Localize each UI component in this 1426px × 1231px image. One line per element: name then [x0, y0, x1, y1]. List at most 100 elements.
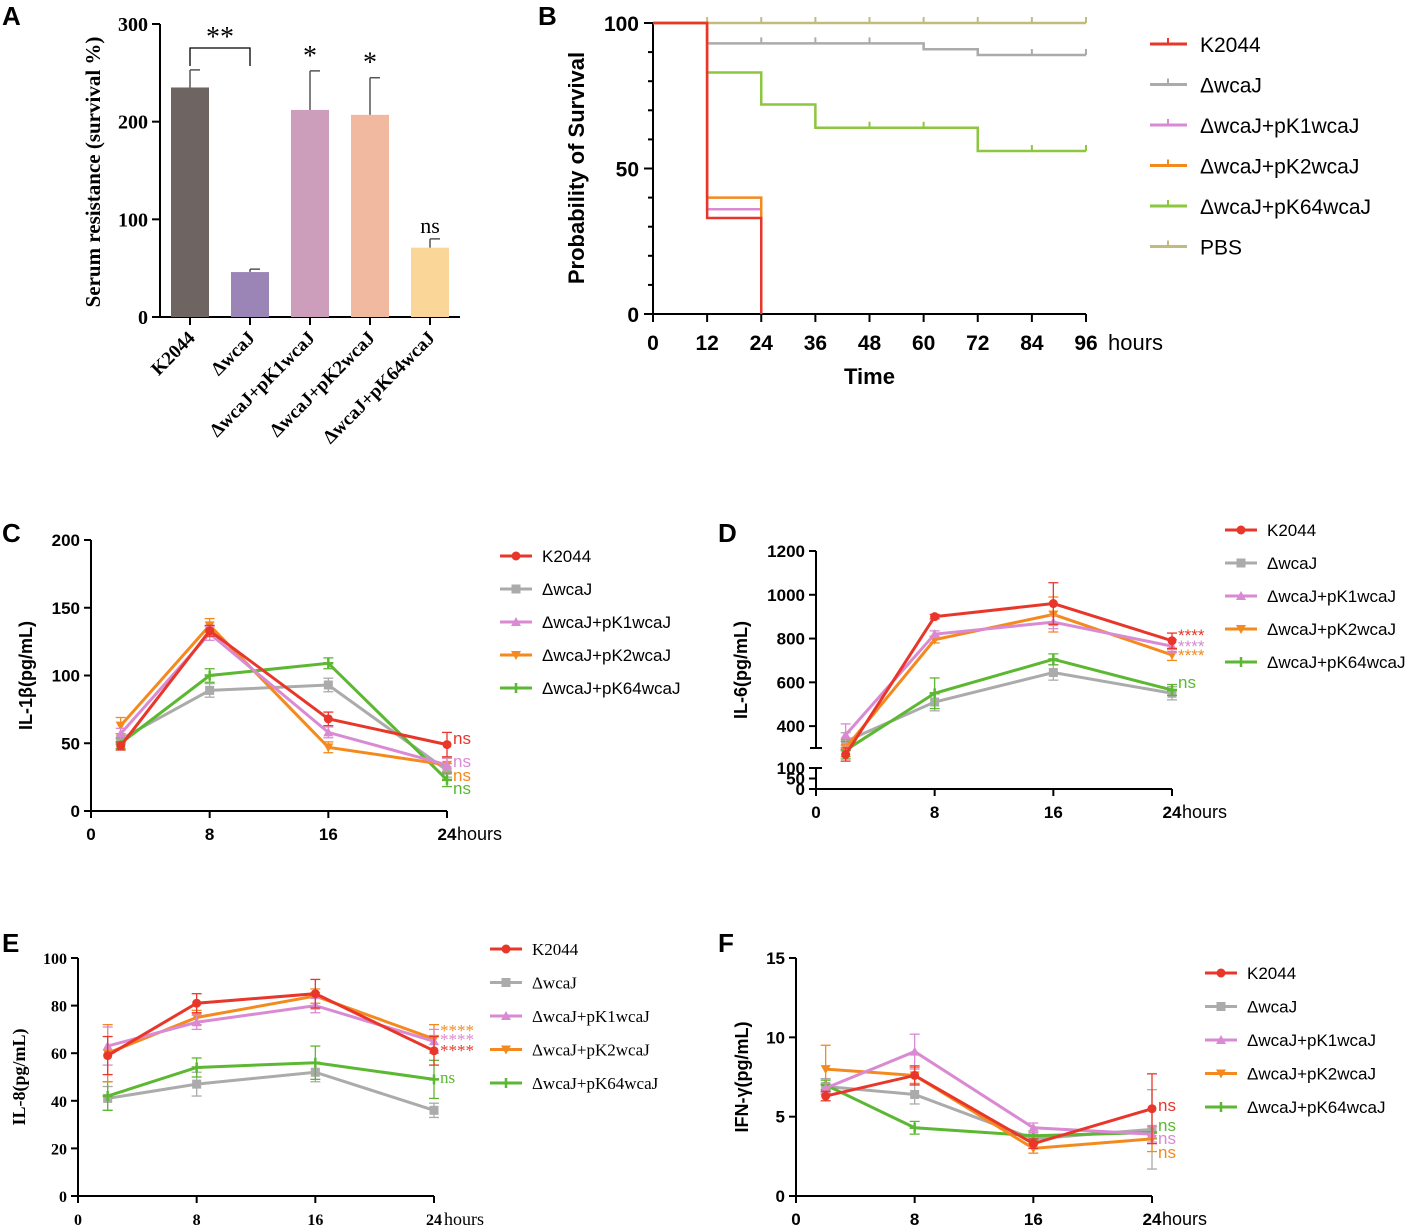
series-line-ΔwcaJ+pK2wcaJ: [119, 623, 448, 767]
legend-label: ΔwcaJ+pK2wcaJ: [1200, 156, 1359, 179]
data-point: [429, 1105, 439, 1115]
x-tick-label: 0: [86, 825, 95, 844]
data-point: [205, 685, 215, 695]
legend-label: ΔwcaJ+pK1wcaJ: [1267, 587, 1396, 606]
legend-marker: [1236, 525, 1246, 535]
y-tick-label: 0: [627, 304, 639, 327]
significance-label: ****: [440, 1030, 474, 1049]
data-point: [442, 759, 452, 769]
y-tick-label: 200: [52, 531, 80, 550]
y-tick-label: 5: [776, 1108, 785, 1127]
data-point: [1028, 1139, 1038, 1149]
x-axis-title: Time: [844, 364, 895, 389]
data-point: [323, 714, 333, 724]
survival-line-K2044: [653, 21, 763, 314]
bar-ΔwcaJ+pK2wcaJ: [351, 114, 389, 317]
legend-marker: [511, 651, 521, 660]
series-line-K2044: [844, 602, 1173, 756]
y-tick-label: 1200: [767, 542, 805, 561]
y-tick-label: 50: [616, 159, 639, 182]
y-axis-title: IL-8(pg/mL): [9, 1028, 30, 1125]
x-axis-unit: hours: [1182, 802, 1227, 822]
data-point: [323, 743, 334, 753]
significance-label: ns: [453, 766, 471, 785]
data-point: [323, 658, 334, 669]
y-axis-title: IL-6(pg/mL): [731, 621, 751, 719]
x-axis-unit: hours: [444, 1209, 484, 1229]
legend-label: ΔwcaJ+pK64wcaJ: [542, 679, 680, 698]
significance-label: ns: [420, 213, 440, 238]
significance-label: ns: [1158, 1129, 1176, 1148]
legend-label: ΔwcaJ+pK2wcaJ: [532, 1041, 650, 1060]
x-tick-label: 8: [910, 1210, 919, 1229]
data-point: [909, 1122, 920, 1133]
panel-e-il8-chart: 0 20 40 60 80 100 0 8 16 24 hours IL-8(pg/mL) ******…: [9, 940, 659, 1229]
legend-marker: [1236, 591, 1246, 600]
data-point: [429, 1074, 439, 1085]
x-tick-label: 24: [1143, 1210, 1162, 1229]
significance-label: ns: [1158, 1143, 1176, 1162]
significance-label: ****: [1178, 626, 1205, 645]
legend-label: ΔwcaJ: [1247, 998, 1297, 1017]
series-line-ΔwcaJ: [107, 1070, 435, 1112]
y-tick-label: 800: [777, 630, 805, 649]
x-tick-label: 0: [791, 1210, 800, 1229]
data-point: [909, 1046, 920, 1056]
data-point: [820, 1083, 831, 1093]
y-tick-label: 0: [71, 802, 80, 821]
y-tick-label: 60: [51, 1046, 67, 1063]
x-tick-label: 72: [966, 332, 989, 355]
significance-label: ns: [453, 779, 471, 798]
significance-label: ****: [440, 1021, 474, 1040]
data-point: [910, 1070, 920, 1080]
x-tick-label: 24: [750, 332, 774, 355]
legend-label: K2044: [542, 547, 591, 566]
data-point: [204, 670, 215, 681]
panel-label-d: D: [718, 518, 737, 548]
legend-marker: [1216, 968, 1226, 978]
significance-label: ns: [453, 729, 471, 748]
legend-label: ΔwcaJ+pK1wcaJ: [532, 1007, 650, 1026]
y-tick-label: 0: [776, 1187, 785, 1206]
x-tick-label: 24: [426, 1212, 442, 1229]
legend-label: ΔwcaJ+pK1wcaJ: [542, 613, 671, 632]
x-tick-label: 0: [647, 332, 659, 355]
y-tick-label: 100: [43, 951, 67, 968]
data-point: [192, 1079, 202, 1089]
significance-label: ns: [1158, 1096, 1176, 1115]
series-line-ΔwcaJ+pK64wcaJ: [107, 1061, 435, 1098]
data-point: [910, 1089, 920, 1099]
legend-label: ΔwcaJ+pK2wcaJ: [542, 646, 671, 665]
data-point: [115, 721, 126, 731]
x-tick-label: 36: [804, 332, 827, 355]
series-line-ΔwcaJ+pK2wcaJ: [825, 1067, 1153, 1150]
legend-label: ΔwcaJ: [1267, 554, 1317, 573]
y-tick-label: 40: [51, 1094, 67, 1111]
data-point: [930, 612, 940, 622]
data-point: [103, 1051, 113, 1061]
series-line-ΔwcaJ+pK1wcaJ: [825, 1049, 1153, 1136]
x-tick-label: 16: [307, 1212, 323, 1229]
significance-label: ns: [440, 1068, 455, 1087]
series-line-K2044: [825, 1073, 1153, 1146]
panel-label-f: F: [718, 928, 734, 958]
y-tick-label: 0: [796, 780, 805, 799]
significance-bracket: [189, 47, 251, 66]
y-tick-label: 200: [118, 112, 148, 134]
data-point: [1147, 1104, 1157, 1114]
data-point: [1028, 1122, 1039, 1132]
x-tick-label: 16: [319, 825, 338, 844]
legend-label: K2044: [1200, 34, 1261, 57]
legend-label: PBS: [1200, 237, 1242, 260]
x-tick-label: K2044: [147, 327, 200, 380]
y-tick-label: 0: [138, 307, 148, 329]
panel-label-b: B: [538, 1, 557, 31]
data-point: [102, 1091, 113, 1102]
data-point: [205, 626, 215, 636]
x-tick-label: 8: [930, 803, 939, 822]
legend-label: ΔwcaJ: [542, 580, 592, 599]
data-point: [442, 774, 452, 785]
bar-K2044: [171, 87, 209, 317]
